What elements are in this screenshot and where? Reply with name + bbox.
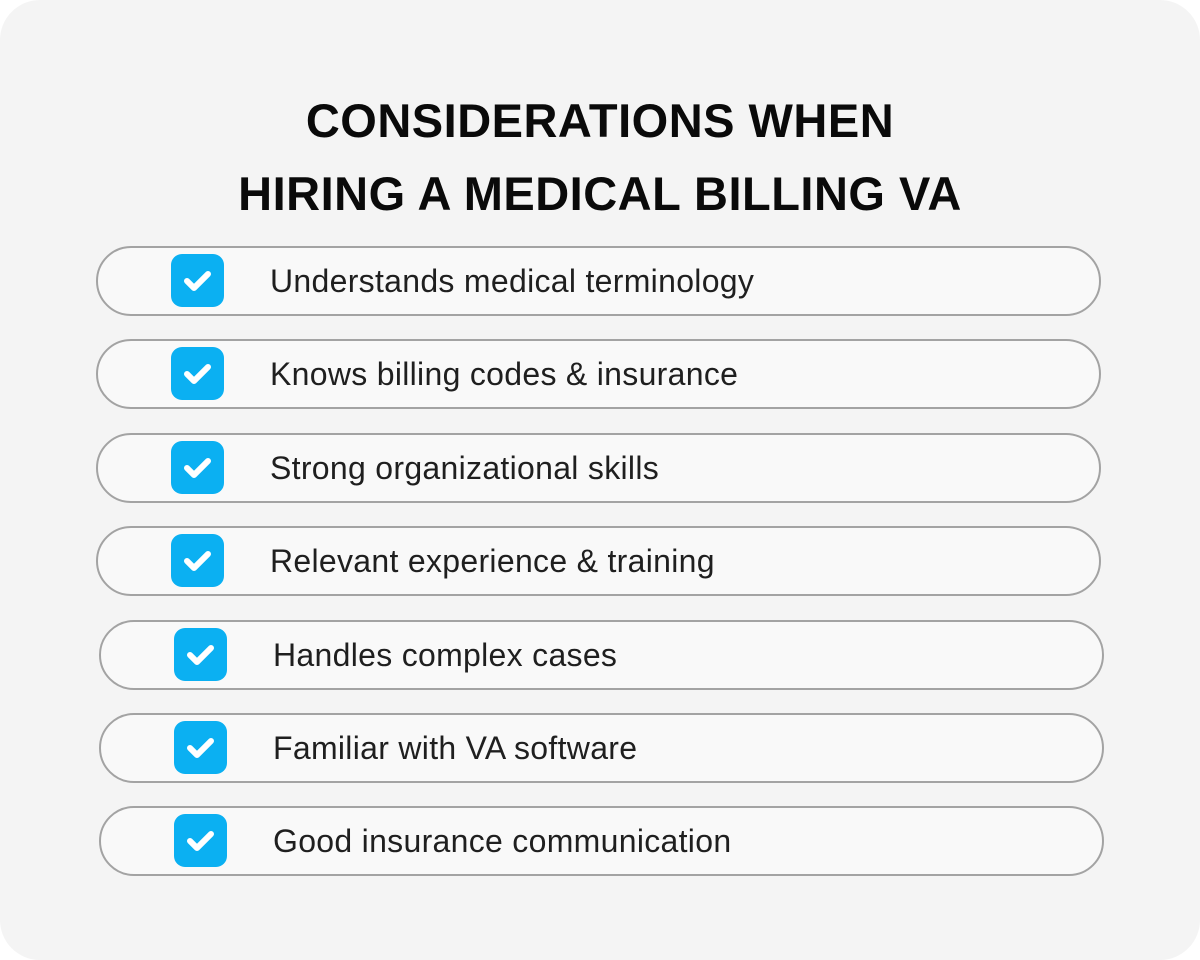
checkbox-checked-icon (174, 814, 227, 868)
page-title: CONSIDERATIONS WHEN HIRING A MEDICAL BIL… (0, 84, 1200, 230)
checkbox-checked-icon (171, 534, 224, 588)
list-item: Strong organizational skills (96, 432, 1101, 503)
checkbox-checked-icon (174, 721, 227, 774)
list-item: Relevant experience & training (96, 526, 1101, 597)
list-item: Good insurance communication (99, 806, 1104, 877)
list-item-label: Strong organizational skills (270, 449, 660, 486)
list-item: Understands medical terminology (96, 246, 1101, 316)
title-line-2: HIRING A MEDICAL BILLING VA (238, 167, 962, 220)
checkbox-checked-icon (174, 627, 227, 681)
list-item-label: Understands medical terminology (270, 263, 755, 299)
checkbox-checked-icon (171, 347, 224, 401)
list-item-label: Relevant experience & training (270, 543, 715, 580)
title-line-1: CONSIDERATIONS WHEN (305, 94, 895, 147)
list-item-label: Handles complex cases (273, 636, 618, 673)
list-item: Knows billing codes & insurance (96, 339, 1101, 410)
list-item-label: Familiar with VA software (273, 730, 638, 766)
checkbox-checked-icon (171, 440, 224, 494)
list-item-label: Knows billing codes & insurance (270, 356, 739, 393)
list-item: Familiar with VA software (99, 713, 1104, 783)
checkbox-checked-icon (171, 254, 224, 307)
list-item-label: Good insurance communication (273, 823, 732, 860)
list-item: Handles complex cases (99, 619, 1104, 690)
